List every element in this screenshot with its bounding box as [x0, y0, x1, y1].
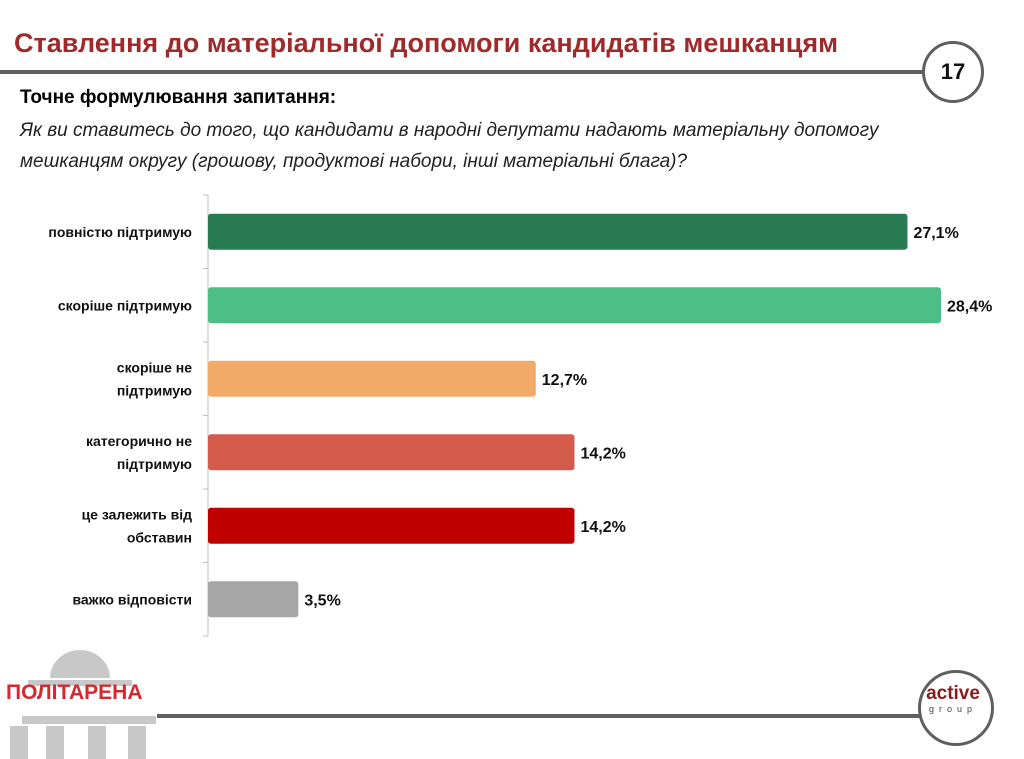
category-label: підтримую [117, 456, 192, 472]
data-label: 14,2% [581, 519, 626, 536]
slide-title: Ставлення до матеріальної допомоги канди… [14, 28, 839, 58]
data-label: 12,7% [542, 372, 587, 389]
politarena-logo [10, 650, 156, 759]
page-number-badge: 17 [922, 41, 984, 103]
category-label: повністю підтримую [48, 224, 192, 240]
category-label: категорично не [86, 433, 192, 449]
category-label: підтримую [117, 382, 192, 398]
category-label: скоріше не [117, 359, 192, 375]
data-label: 3,5% [304, 592, 340, 609]
politarena-logo-text: ПОЛІТАРЕНА [6, 681, 143, 704]
data-label: 28,4% [947, 298, 992, 315]
page-number: 17 [940, 59, 966, 84]
bar [208, 213, 908, 250]
group-logo-text: group [928, 704, 978, 714]
bar [208, 287, 941, 324]
bar [208, 507, 575, 544]
category-label: скоріше підтримую [58, 297, 192, 313]
footer-divider [157, 714, 925, 718]
bar [208, 581, 299, 618]
category-label: важко відповісти [72, 591, 192, 607]
question-text: Як ви ставитесь до того, що кандидати в … [20, 120, 879, 172]
active-group-logo [918, 670, 994, 746]
data-label: 27,1% [913, 225, 958, 242]
header-divider [0, 70, 925, 74]
bar [208, 434, 575, 471]
category-label: обставин [127, 529, 192, 545]
question-heading: Точне формулювання запитання: [20, 87, 337, 108]
category-label: це залежить від [82, 506, 193, 522]
bar [208, 360, 536, 397]
active-logo-text: active [926, 683, 980, 704]
data-label: 14,2% [581, 445, 626, 462]
